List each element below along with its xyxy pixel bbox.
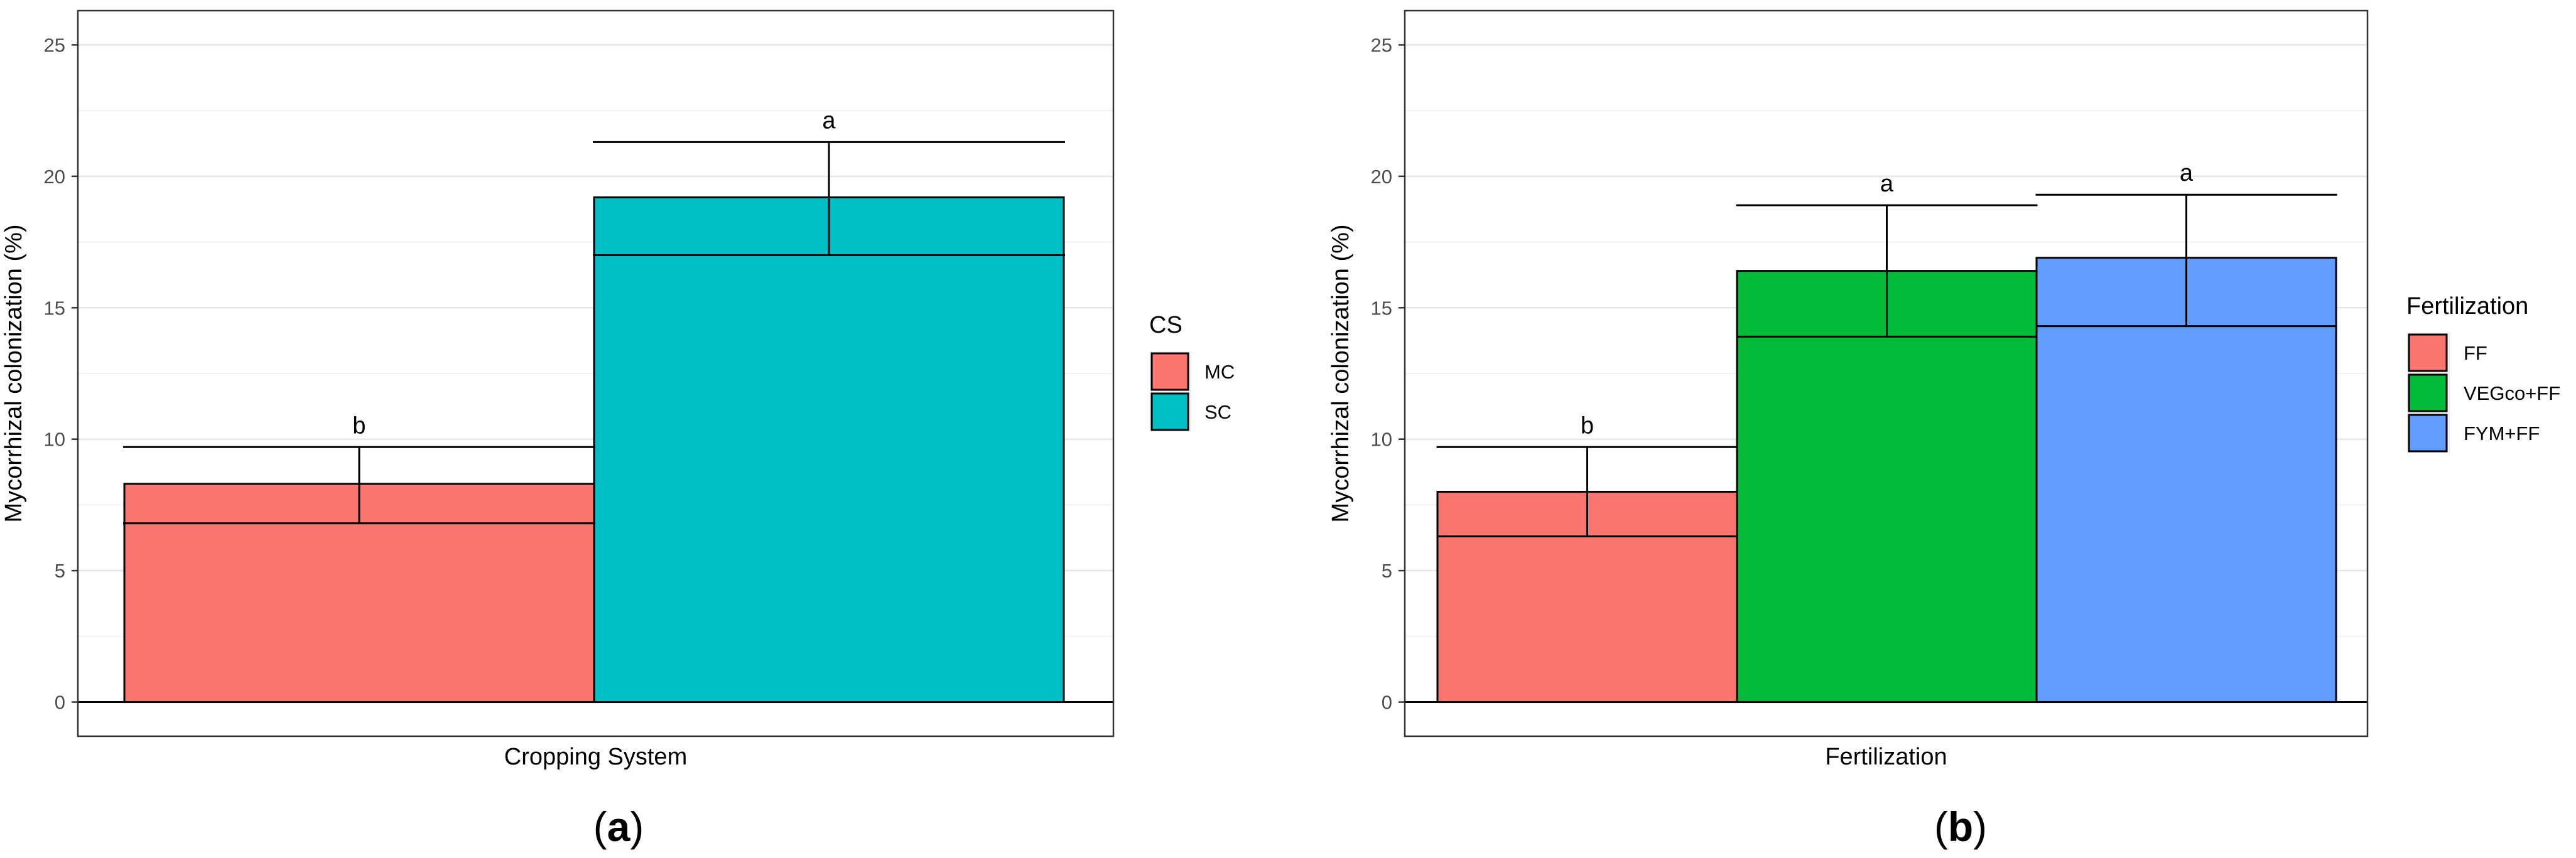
bar-sc	[593, 196, 1065, 704]
legend-label: VEGco+FF	[2464, 382, 2560, 404]
y-tick-label: 15	[44, 297, 65, 319]
y-axis-title: Mycorrhizal colonization (%)	[1, 224, 27, 522]
error-bar	[1736, 204, 2038, 338]
plot-border	[1404, 9, 2369, 737]
y-tick-label: 15	[1371, 297, 1392, 319]
legend-swatch	[1150, 392, 1189, 431]
significance-letter: a	[822, 107, 836, 134]
panel-label: (b)	[1934, 803, 1987, 850]
legend: CS MC SC	[1149, 312, 1235, 432]
panel-label-letter: a	[607, 803, 631, 850]
error-bar	[1436, 446, 1738, 538]
error-bar	[593, 141, 1065, 257]
y-tick-label: 20	[44, 166, 65, 188]
legend-swatch	[1150, 352, 1189, 391]
legend-title: Fertilization	[2406, 293, 2528, 319]
significance-letter: a	[2180, 160, 2194, 186]
significance-letter: a	[1880, 171, 1894, 197]
significance-letter: b	[352, 412, 365, 439]
y-tick-label: 5	[1382, 560, 1392, 582]
y-tick-label: 0	[55, 692, 65, 714]
x-axis-title: Fertilization	[1825, 744, 1947, 770]
panel-label: (a)	[593, 803, 644, 850]
bar-fym-ff	[2035, 257, 2337, 704]
significance-letter: b	[1581, 412, 1594, 439]
y-tick-label: 0	[1382, 692, 1392, 714]
legend-swatch	[2408, 373, 2448, 412]
legend-label: FF	[2464, 342, 2487, 364]
plot-border	[77, 9, 1115, 737]
x-axis-title: Cropping System	[504, 744, 687, 770]
chart-panel-a: 0 5 10 15 20 25 b a Cropping System Mycorrhizal c…	[1, 9, 1235, 850]
panel-label-open: (	[593, 803, 607, 850]
bar-vegco-ff	[1736, 270, 2038, 704]
y-tick-label: 10	[44, 429, 65, 451]
y-tick-label: 5	[55, 560, 65, 582]
legend-label: SC	[1204, 401, 1231, 423]
legend-label: MC	[1204, 361, 1235, 383]
y-tick-label: 25	[44, 34, 65, 56]
legend-swatch	[2408, 414, 2448, 453]
panel-label-close: )	[630, 803, 644, 850]
chart-panel-b: 0 5 10 15 20 25 b a a Fertilization Mycorrhizal co…	[1328, 9, 2560, 850]
y-axis-title: Mycorrhizal colonization (%)	[1328, 224, 1354, 522]
y-tick-label: 10	[1371, 429, 1392, 451]
legend-title: CS	[1149, 312, 1182, 338]
panel-label-close: )	[1973, 803, 1987, 850]
error-bar	[2035, 193, 2337, 328]
legend-label: FYM+FF	[2464, 422, 2540, 444]
error-bar	[123, 446, 595, 525]
panel-label-letter: b	[1948, 803, 1973, 850]
panel-label-open: (	[1934, 803, 1948, 850]
legend-swatch	[2408, 333, 2448, 372]
y-tick-label: 20	[1371, 166, 1392, 188]
y-tick-label: 25	[1371, 34, 1392, 56]
legend: Fertilization FF VEGco+FF FYM+FF	[2406, 293, 2560, 453]
